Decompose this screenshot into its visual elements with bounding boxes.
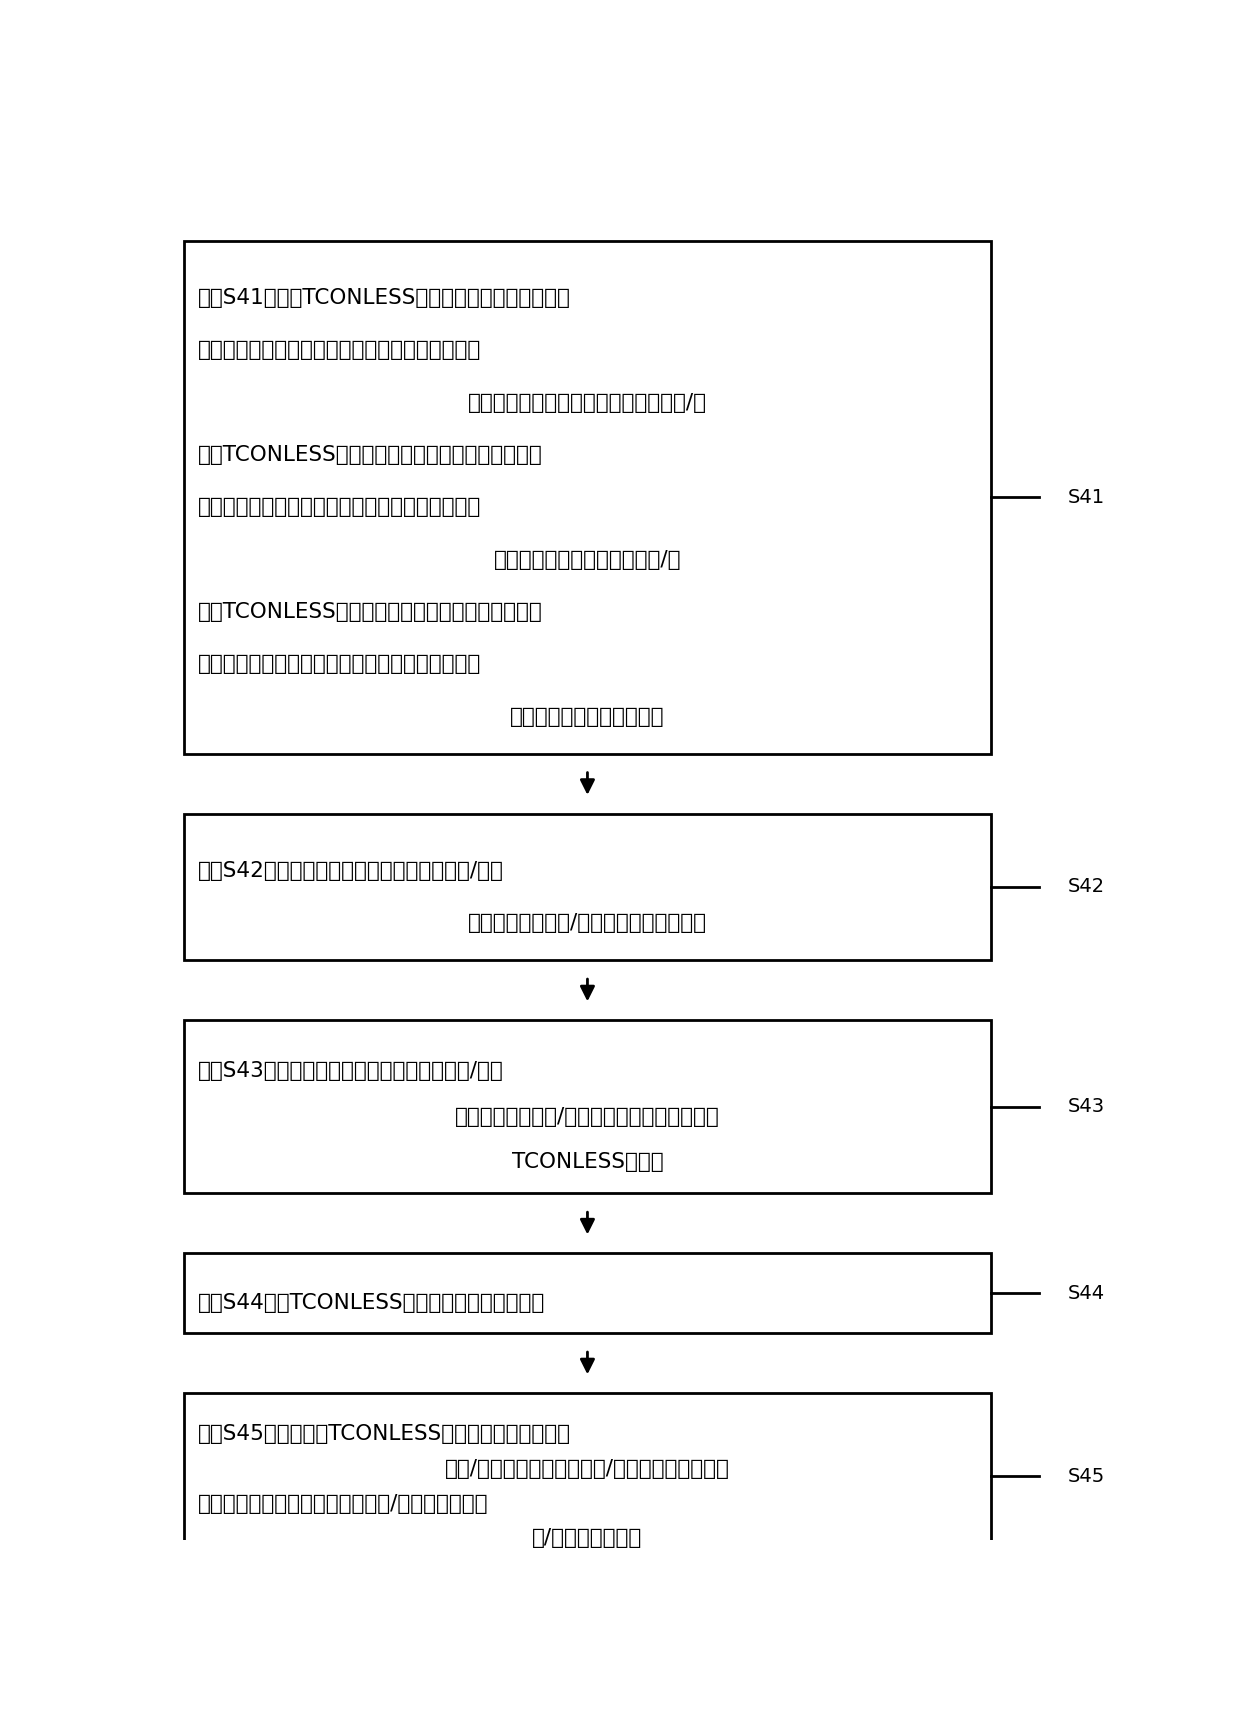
Text: 步骤S43，将调试得到的每个电源硬件参数和/或每: 步骤S43，将调试得到的每个电源硬件参数和/或每 bbox=[198, 1060, 503, 1081]
Text: 数和/或每个伽马供电电压和/或每个主板供电电压: 数和/或每个伽马供电电压和/或每个主板供电电压 bbox=[445, 1458, 730, 1479]
Text: 步骤S42，依次调试得到每个电源硬件参数和/或每: 步骤S42，依次调试得到每个电源硬件参数和/或每 bbox=[198, 862, 505, 881]
Bar bbox=[184, 240, 991, 754]
Text: 检测TCONLESS板上的每个伽马供电电压，并将每个: 检测TCONLESS板上的每个伽马供电电压，并将每个 bbox=[198, 445, 543, 465]
Text: S41: S41 bbox=[1068, 488, 1105, 507]
Bar bbox=[184, 1253, 991, 1334]
Text: 较，以排查不准确的电源硬件参数；和/或: 较，以排查不准确的电源硬件参数；和/或 bbox=[467, 393, 707, 413]
Text: 个伽马供电电压和/或每个主板供电电压；: 个伽马供电电压和/或每个主板供电电压； bbox=[467, 913, 707, 932]
Text: S43: S43 bbox=[1068, 1097, 1105, 1116]
Text: TCONLESS板中；: TCONLESS板中； bbox=[512, 1152, 663, 1173]
Text: 检测TCONLESS板上的每个主板供电电压，并将每个: 检测TCONLESS板上的每个主板供电电压，并将每个 bbox=[198, 602, 543, 623]
Text: 查不准确的主板供电电压；: 查不准确的主板供电电压； bbox=[510, 706, 665, 727]
Text: 主板供电电压和标准主板供电电压进行比较，以排: 主板供电电压和标准主板供电电压进行比较，以排 bbox=[198, 654, 481, 675]
Text: 个伽马供电电压和/或每个主板供电电压烧录到: 个伽马供电电压和/或每个主板供电电压烧录到 bbox=[455, 1107, 720, 1126]
Bar bbox=[184, 1393, 991, 1560]
Text: 伽马供电电压和标准伽马供电电压进行比较，以排: 伽马供电电压和标准伽马供电电压进行比较，以排 bbox=[198, 497, 481, 517]
Text: S42: S42 bbox=[1068, 877, 1105, 896]
Text: S44: S44 bbox=[1068, 1284, 1105, 1303]
Text: S45: S45 bbox=[1068, 1467, 1105, 1486]
Text: 步骤S45，依次检测TCONLESS板上的每个电源硬件参: 步骤S45，依次检测TCONLESS板上的每个电源硬件参 bbox=[198, 1424, 572, 1445]
Text: 并将每个电源硬件参数和标准电源硬件参数进行比: 并将每个电源硬件参数和标准电源硬件参数进行比 bbox=[198, 341, 481, 360]
Text: ，以排查不稳定的电源硬件参数和/或伽马供电电压: ，以排查不稳定的电源硬件参数和/或伽马供电电压 bbox=[198, 1493, 489, 1514]
Text: 和/或主板供电电压: 和/或主板供电电压 bbox=[532, 1529, 642, 1548]
Text: 步骤S44，对TCONLESS板进行断电并重新启动；: 步骤S44，对TCONLESS板进行断电并重新启动； bbox=[198, 1294, 546, 1313]
Text: 查不准确的伽马供电电压；和/或: 查不准确的伽马供电电压；和/或 bbox=[494, 550, 681, 569]
Text: 步骤S41，检测TCONLESS板上的每个电源硬件参数，: 步骤S41，检测TCONLESS板上的每个电源硬件参数， bbox=[198, 287, 572, 308]
Bar bbox=[184, 813, 991, 960]
Bar bbox=[184, 1021, 991, 1194]
